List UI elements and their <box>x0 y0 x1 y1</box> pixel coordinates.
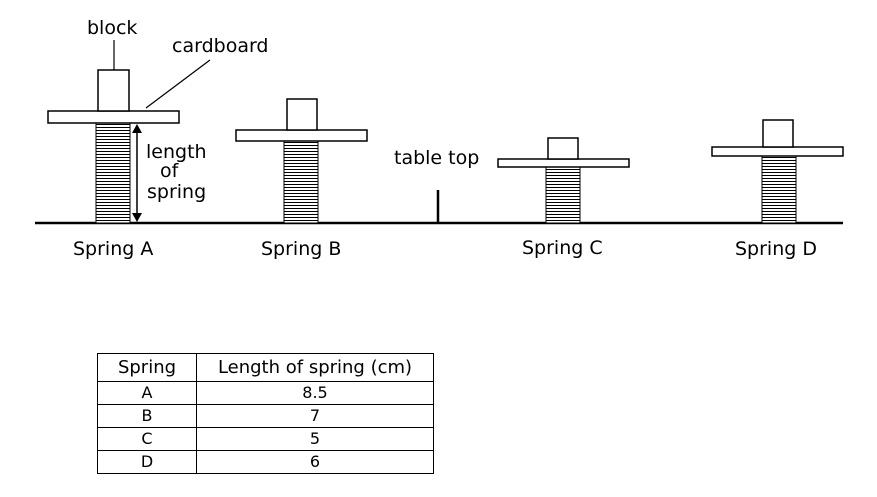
spring-length-table: Spring Length of spring (cm) A 8.5 B 7 C… <box>97 353 434 474</box>
cell-spring: C <box>97 427 197 451</box>
spring-c-block <box>547 137 579 160</box>
cell-length: 8.5 <box>196 381 434 405</box>
spring-d-coil <box>761 155 797 224</box>
spring-b-assembly <box>235 98 368 224</box>
spring-c-cardboard <box>497 158 630 168</box>
spring-a-cardboard <box>47 110 180 124</box>
spring-a-label: Spring A <box>73 238 153 260</box>
length-label-line3: spring <box>147 181 206 203</box>
spring-d-block <box>762 119 794 148</box>
cell-spring: B <box>97 404 197 428</box>
table-row: A 8.5 <box>97 381 434 405</box>
spring-c-label: Spring C <box>522 237 603 259</box>
spring-a-block <box>97 69 130 112</box>
spring-diagram: block cardboard length of spring table t… <box>35 17 844 260</box>
table-top-label: table top <box>394 147 479 169</box>
cell-length: 6 <box>196 450 434 474</box>
table-row: D 6 <box>97 450 434 474</box>
table-row: B 7 <box>97 404 434 428</box>
spring-d-assembly <box>711 119 844 224</box>
spring-a-assembly <box>47 69 180 224</box>
spring-b-cardboard <box>235 129 368 142</box>
spring-d-label: Spring D <box>735 238 817 260</box>
cell-spring: D <box>97 450 197 474</box>
spring-b-coil <box>283 140 319 224</box>
header-length: Length of spring (cm) <box>196 353 434 382</box>
cardboard-label: cardboard <box>172 35 269 57</box>
cell-length: 5 <box>196 427 434 451</box>
cell-spring: A <box>97 381 197 405</box>
spring-a-coil <box>95 122 131 224</box>
length-arrow <box>132 124 142 222</box>
spring-b-block <box>286 98 318 131</box>
table-row: C 5 <box>97 427 434 451</box>
cell-length: 7 <box>196 404 434 428</box>
block-label: block <box>87 17 137 39</box>
spring-b-label: Spring B <box>261 238 341 260</box>
spring-d-cardboard <box>711 146 844 157</box>
length-label-line1: length <box>146 141 207 163</box>
table-header-row: Spring Length of spring (cm) <box>97 353 434 382</box>
cardboard-pointer-line <box>145 59 211 109</box>
header-spring: Spring <box>97 353 197 382</box>
spring-c-assembly <box>497 137 630 224</box>
length-label-line2: of <box>160 160 180 182</box>
spring-c-coil <box>545 166 581 224</box>
